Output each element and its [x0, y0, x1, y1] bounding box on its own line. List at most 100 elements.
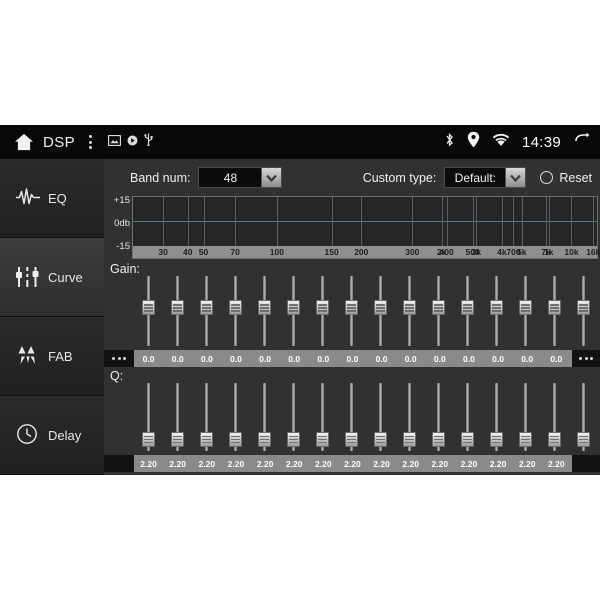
- home-icon[interactable]: [14, 133, 34, 151]
- slider-value[interactable]: 2.20: [227, 458, 245, 469]
- slider-track[interactable]: [337, 276, 366, 350]
- slider-value[interactable]: 2.20: [489, 458, 507, 469]
- slider-track[interactable]: [482, 276, 511, 350]
- slider-value[interactable]: 2.20: [344, 458, 361, 469]
- sidebar-item-fab[interactable]: FAB: [0, 317, 104, 396]
- slider-track[interactable]: [308, 383, 337, 455]
- slider-thumb[interactable]: [200, 300, 213, 316]
- slider-thumb[interactable]: [374, 300, 387, 316]
- slider-thumb[interactable]: [548, 431, 561, 447]
- slider-value[interactable]: 0.0: [288, 353, 301, 364]
- slider-thumb[interactable]: [432, 431, 445, 447]
- slider-track[interactable]: [511, 383, 540, 455]
- slider-value[interactable]: 2.20: [140, 458, 157, 469]
- slider-track[interactable]: [308, 276, 337, 350]
- custom-type-dropdown[interactable]: Default:: [444, 167, 527, 188]
- slider-track[interactable]: [540, 276, 569, 350]
- slider-thumb[interactable]: [577, 300, 590, 316]
- slider-value[interactable]: 0.0: [200, 353, 213, 364]
- slider-track[interactable]: [337, 383, 366, 455]
- chevron-down-icon[interactable]: [261, 168, 282, 187]
- back-arrow-icon[interactable]: [573, 132, 590, 152]
- slider-thumb[interactable]: [142, 300, 155, 316]
- slider-track[interactable]: [134, 276, 163, 350]
- radio-icon[interactable]: [540, 171, 554, 184]
- slider-track[interactable]: [366, 383, 395, 455]
- slider-thumb[interactable]: [432, 300, 445, 316]
- sidebar-item-eq[interactable]: EQ: [0, 159, 104, 238]
- slider-track[interactable]: [424, 276, 453, 350]
- slider-track[interactable]: [163, 276, 192, 350]
- slider-thumb[interactable]: [316, 431, 329, 447]
- slider-thumb[interactable]: [403, 431, 416, 447]
- slider-track[interactable]: [482, 383, 511, 455]
- slider-thumb[interactable]: [171, 431, 184, 447]
- slider-thumb[interactable]: [345, 431, 358, 447]
- slider-track[interactable]: [395, 276, 424, 350]
- slider-track[interactable]: [453, 383, 482, 455]
- slider-value[interactable]: 2.20: [431, 458, 449, 469]
- slider-track[interactable]: [221, 383, 250, 455]
- slider-track[interactable]: [134, 383, 163, 455]
- slider-value[interactable]: 0.0: [550, 353, 563, 364]
- reset-button[interactable]: Reset: [540, 171, 592, 185]
- slider-value[interactable]: 2.20: [548, 458, 565, 469]
- slider-track[interactable]: [279, 383, 308, 455]
- chevron-down-icon[interactable]: [505, 168, 526, 187]
- kebab-menu-icon[interactable]: [84, 135, 97, 149]
- slider-value[interactable]: 0.0: [521, 353, 534, 364]
- slider-track[interactable]: [569, 383, 598, 455]
- slider-value[interactable]: 2.20: [460, 458, 478, 469]
- slider-thumb[interactable]: [519, 300, 532, 316]
- slider-value[interactable]: 0.0: [317, 353, 330, 364]
- graph-plot-area[interactable]: [132, 196, 598, 246]
- band-num-dropdown[interactable]: 48: [198, 167, 283, 188]
- q-prev-button[interactable]: [104, 455, 134, 472]
- slider-track[interactable]: [250, 383, 279, 455]
- slider-value[interactable]: 2.20: [285, 458, 303, 469]
- slider-value[interactable]: 2.20: [315, 458, 332, 469]
- slider-thumb[interactable]: [374, 431, 387, 447]
- slider-value[interactable]: 0.0: [142, 353, 155, 364]
- slider-track[interactable]: [569, 276, 598, 350]
- slider-thumb[interactable]: [316, 300, 329, 316]
- slider-thumb[interactable]: [171, 300, 184, 316]
- slider-thumb[interactable]: [490, 300, 503, 316]
- slider-thumb[interactable]: [490, 431, 503, 447]
- slider-track[interactable]: [424, 383, 453, 455]
- slider-value[interactable]: 0.0: [259, 353, 271, 364]
- slider-track[interactable]: [163, 383, 192, 455]
- q-next-button[interactable]: [572, 455, 600, 472]
- slider-value[interactable]: 2.20: [198, 458, 216, 469]
- slider-thumb[interactable]: [200, 431, 213, 447]
- slider-thumb[interactable]: [258, 431, 271, 447]
- slider-value[interactable]: 0.0: [492, 353, 504, 364]
- slider-value[interactable]: 2.20: [402, 458, 419, 469]
- slider-track[interactable]: [511, 276, 540, 350]
- slider-thumb[interactable]: [258, 300, 271, 316]
- gain-prev-button[interactable]: [104, 350, 134, 367]
- slider-track[interactable]: [221, 276, 250, 350]
- slider-track[interactable]: [192, 383, 221, 455]
- slider-value[interactable]: 2.20: [518, 458, 536, 469]
- slider-thumb[interactable]: [142, 431, 155, 447]
- slider-track[interactable]: [250, 276, 279, 350]
- slider-track[interactable]: [453, 276, 482, 350]
- slider-value[interactable]: 0.0: [375, 353, 388, 364]
- slider-track[interactable]: [540, 383, 569, 455]
- slider-thumb[interactable]: [519, 431, 532, 447]
- slider-thumb[interactable]: [403, 300, 416, 316]
- slider-value[interactable]: 2.20: [373, 458, 390, 469]
- slider-thumb[interactable]: [461, 431, 474, 447]
- slider-thumb[interactable]: [287, 431, 300, 447]
- slider-track[interactable]: [395, 383, 424, 455]
- slider-value[interactable]: 2.20: [256, 458, 274, 469]
- slider-value[interactable]: 0.0: [404, 353, 417, 364]
- sidebar-item-curve[interactable]: Curve: [0, 238, 104, 317]
- slider-thumb[interactable]: [577, 431, 590, 447]
- sidebar-item-delay[interactable]: Delay: [0, 396, 104, 475]
- slider-track[interactable]: [192, 276, 221, 350]
- gain-next-button[interactable]: [572, 350, 600, 367]
- slider-thumb[interactable]: [548, 300, 561, 316]
- slider-value[interactable]: 0.0: [230, 353, 242, 364]
